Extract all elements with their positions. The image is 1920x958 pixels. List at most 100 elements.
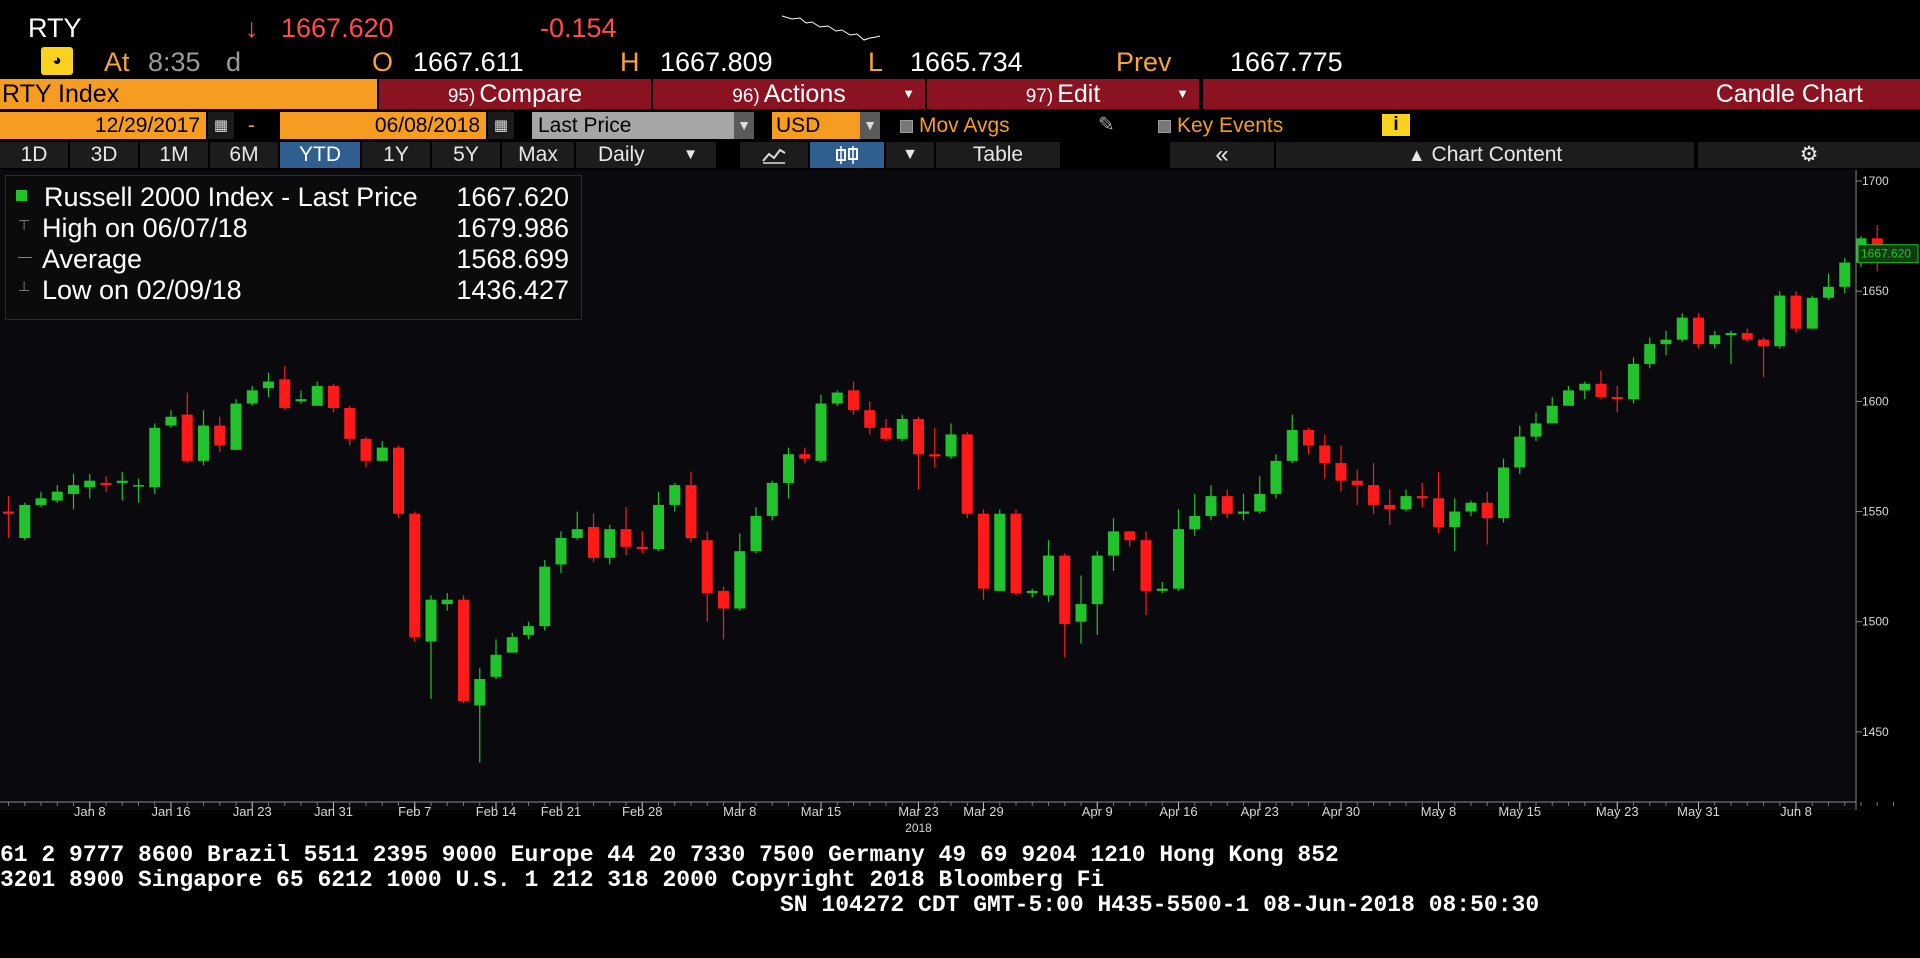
candle[interactable] bbox=[1319, 434, 1331, 479]
candle[interactable] bbox=[393, 445, 404, 519]
key-events-toggle[interactable]: Key Events bbox=[1158, 112, 1283, 139]
mov-avgs-checkbox[interactable] bbox=[900, 119, 913, 133]
candle[interactable] bbox=[376, 441, 388, 461]
table-button[interactable]: Table bbox=[936, 142, 1060, 168]
field-dropdown-icon[interactable]: ▼ bbox=[734, 112, 754, 139]
candle[interactable] bbox=[588, 513, 599, 563]
period-1d[interactable]: 1D bbox=[0, 142, 68, 168]
candle[interactable] bbox=[1465, 500, 1477, 516]
candle[interactable] bbox=[1351, 469, 1363, 505]
candle[interactable] bbox=[978, 509, 989, 600]
candle[interactable] bbox=[831, 390, 843, 406]
candle[interactable] bbox=[1335, 445, 1347, 492]
candle[interactable] bbox=[198, 410, 209, 466]
candle[interactable] bbox=[913, 416, 924, 490]
candle[interactable] bbox=[669, 482, 681, 512]
candle[interactable] bbox=[1741, 328, 1753, 342]
info-icon[interactable]: i bbox=[1382, 114, 1410, 136]
candle[interactable] bbox=[1140, 531, 1152, 616]
candle[interactable] bbox=[1611, 385, 1623, 413]
candle[interactable] bbox=[571, 511, 583, 541]
candle[interactable] bbox=[653, 491, 664, 552]
candle[interactable] bbox=[1254, 476, 1266, 514]
compare-button[interactable]: 95) Compare bbox=[379, 79, 651, 109]
chart-style-dropdown-icon[interactable]: ▼ bbox=[886, 142, 934, 168]
candle[interactable] bbox=[799, 447, 811, 464]
candle[interactable] bbox=[1433, 471, 1444, 534]
candle[interactable] bbox=[3, 496, 14, 538]
candle[interactable] bbox=[896, 414, 908, 442]
period-6m[interactable]: 6M bbox=[210, 142, 278, 168]
candle[interactable] bbox=[636, 531, 648, 554]
candle[interactable] bbox=[263, 372, 274, 397]
candle[interactable] bbox=[961, 432, 973, 519]
candle[interactable] bbox=[311, 381, 323, 406]
chart-content-button[interactable]: ▲ Chart Content bbox=[1276, 142, 1694, 168]
candle[interactable] bbox=[360, 436, 372, 468]
candle[interactable] bbox=[994, 509, 1006, 591]
candle[interactable] bbox=[734, 533, 746, 611]
candle[interactable] bbox=[1221, 489, 1233, 519]
candle[interactable] bbox=[1660, 330, 1672, 356]
candle[interactable] bbox=[441, 593, 453, 611]
candle[interactable] bbox=[1806, 295, 1818, 329]
candle[interactable] bbox=[51, 485, 63, 503]
candle[interactable] bbox=[149, 423, 161, 494]
candle[interactable] bbox=[35, 491, 47, 508]
period-5y[interactable]: 5Y bbox=[432, 142, 500, 168]
candle[interactable] bbox=[100, 476, 112, 492]
candle[interactable] bbox=[880, 418, 892, 442]
candle[interactable] bbox=[718, 586, 729, 640]
candle[interactable] bbox=[1628, 357, 1639, 404]
candle[interactable] bbox=[523, 621, 534, 640]
candle[interactable] bbox=[295, 390, 307, 404]
candle[interactable] bbox=[1839, 258, 1851, 294]
candle[interactable] bbox=[766, 480, 778, 521]
candle[interactable] bbox=[84, 474, 96, 499]
candle[interactable] bbox=[604, 524, 616, 565]
candle[interactable] bbox=[539, 560, 551, 631]
frequency-select[interactable]: Daily ▼ bbox=[576, 142, 716, 168]
period-max[interactable]: Max bbox=[502, 142, 574, 168]
candle[interactable] bbox=[1043, 540, 1054, 602]
candle[interactable] bbox=[945, 423, 957, 459]
candle[interactable] bbox=[328, 383, 339, 413]
candle[interactable] bbox=[68, 474, 79, 510]
candle[interactable] bbox=[1595, 370, 1607, 400]
candle[interactable] bbox=[1384, 489, 1396, 525]
candle[interactable] bbox=[1449, 498, 1461, 552]
pencil-icon[interactable]: ✎ bbox=[1098, 114, 1115, 136]
candle[interactable] bbox=[1416, 482, 1428, 508]
candle[interactable] bbox=[1400, 489, 1412, 512]
gauge-icon[interactable]: ◕ bbox=[41, 47, 73, 75]
currency-dropdown-icon[interactable]: ▼ bbox=[860, 112, 880, 139]
period-ytd[interactable]: YTD bbox=[280, 142, 360, 168]
collapse-chevron-icon[interactable]: « bbox=[1170, 142, 1274, 168]
candle[interactable] bbox=[815, 394, 827, 464]
candle[interactable] bbox=[116, 471, 128, 501]
edit-button[interactable]: 97) Edit ▼ bbox=[927, 79, 1199, 109]
start-calendar-icon[interactable]: ▦ bbox=[208, 112, 234, 139]
candle[interactable] bbox=[474, 667, 486, 763]
candle[interactable] bbox=[165, 410, 177, 428]
end-calendar-icon[interactable]: ▦ bbox=[488, 112, 514, 139]
candle[interactable] bbox=[783, 447, 794, 499]
candle[interactable] bbox=[344, 405, 356, 446]
candle[interactable] bbox=[1481, 491, 1493, 545]
candle[interactable] bbox=[1693, 313, 1704, 349]
candle[interactable] bbox=[1563, 385, 1574, 406]
candle[interactable] bbox=[1514, 425, 1526, 475]
candle[interactable] bbox=[1173, 509, 1184, 591]
end-date-field[interactable]: 06/08/2018 bbox=[280, 112, 486, 139]
candle[interactable] bbox=[1010, 509, 1022, 596]
mov-avgs-toggle[interactable]: Mov Avgs bbox=[900, 112, 1010, 139]
candle[interactable] bbox=[1205, 485, 1217, 521]
candle[interactable] bbox=[1530, 412, 1542, 442]
candle[interactable] bbox=[1725, 330, 1737, 364]
candle[interactable] bbox=[1270, 454, 1282, 499]
candle[interactable] bbox=[1059, 553, 1071, 657]
candle[interactable] bbox=[685, 471, 697, 543]
candle[interactable] bbox=[701, 531, 713, 622]
candle[interactable] bbox=[1238, 493, 1249, 521]
candle[interactable] bbox=[133, 478, 144, 503]
